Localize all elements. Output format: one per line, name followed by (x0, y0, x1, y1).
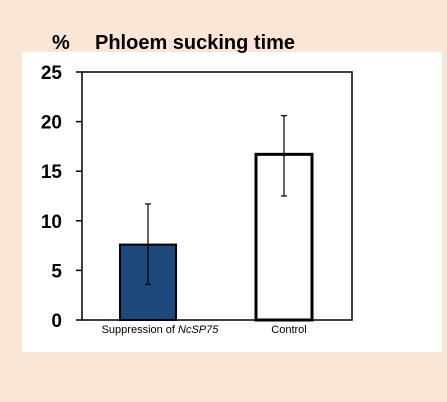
x-tick-label: Suppression of NcSP75 (102, 324, 220, 336)
y-tick-label: 20 (41, 113, 62, 134)
plot-panel (22, 52, 442, 352)
x-tick-label-text: Control (271, 324, 306, 336)
x-axis-ticks: Suppression of NcSP75 Control (102, 324, 307, 336)
x-tick-label-text: Suppression of (102, 324, 178, 336)
bars (119, 152, 314, 322)
x-tick-label: Control (271, 324, 306, 336)
plot-frame (81, 71, 353, 321)
y-tick-label: 25 (41, 63, 63, 84)
y-tick-label: 5 (51, 261, 62, 282)
y-tick-label: 15 (41, 162, 63, 183)
y-tick-label: 10 (41, 212, 62, 233)
y-axis-label: % (52, 32, 70, 54)
chart-title: Phloem sucking time (95, 32, 295, 54)
x-tick-label-italic: NcSP75 (178, 324, 219, 336)
y-tick-label: 0 (51, 311, 62, 332)
error-bars (145, 115, 287, 285)
y-axis-ticks: 0 5 10 15 20 25 (41, 63, 82, 332)
